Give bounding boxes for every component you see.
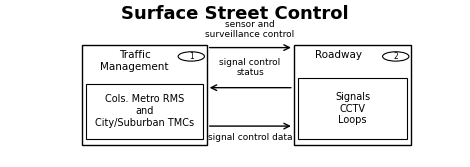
Text: Traffic
Management: Traffic Management [100, 50, 169, 72]
Text: 1: 1 [189, 52, 194, 61]
Text: signal control
status: signal control status [219, 58, 281, 77]
Text: Roadway: Roadway [315, 50, 362, 60]
Bar [298, 78, 407, 139]
Text: Signals
CCTV
Loops: Signals CCTV Loops [335, 92, 370, 125]
Text: Cols. Metro RMS
and
City/Suburban TMCs: Cols. Metro RMS and City/Suburban TMCs [95, 95, 194, 128]
Text: Surface Street Control: Surface Street Control [121, 5, 349, 23]
Circle shape [178, 52, 204, 61]
Text: 2: 2 [393, 52, 398, 61]
Bar [294, 45, 411, 145]
Circle shape [383, 52, 409, 61]
Text: signal control data: signal control data [208, 133, 292, 142]
Bar [82, 45, 207, 145]
Bar [86, 84, 203, 139]
Text: sensor and
surveillance control: sensor and surveillance control [205, 20, 295, 39]
